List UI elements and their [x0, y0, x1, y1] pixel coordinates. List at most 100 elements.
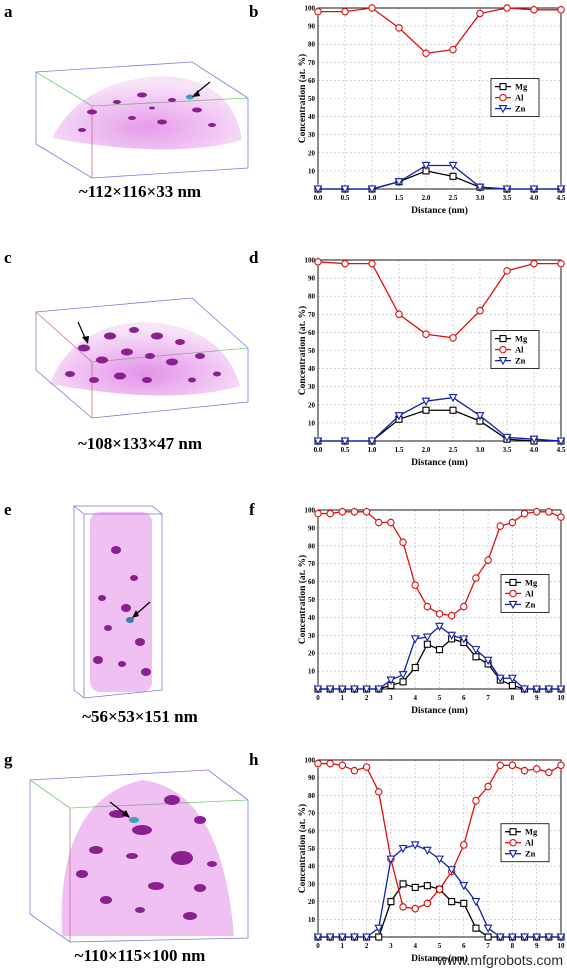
legend-marker-al [499, 345, 507, 354]
data-point-al [411, 904, 419, 913]
data-point-zn [544, 685, 554, 694]
data-point-al [399, 538, 407, 546]
panel-letter-f: f [249, 500, 255, 519]
panel-letter-g: g [4, 750, 13, 769]
data-point-zn [556, 933, 566, 942]
x-tick-label: 7 [486, 694, 490, 702]
data-point-zn [448, 394, 458, 403]
y-tick-label: 20 [308, 149, 316, 157]
y-tick-label: 90 [308, 524, 316, 532]
data-point-al [472, 796, 480, 805]
legend-label-al: Al [515, 345, 524, 355]
data-point-zn [313, 185, 323, 194]
y-tick-label: 80 [308, 792, 316, 800]
y-tick-label: 100 [305, 757, 316, 765]
y-tick-label: 40 [308, 113, 316, 121]
data-point-al [399, 903, 407, 911]
data-point-mg [375, 933, 383, 941]
y-tick-label: 70 [308, 59, 316, 67]
data-point-mg [422, 406, 430, 414]
legend-label-zn: Zn [515, 356, 526, 366]
x-tick-label: 2.0 [422, 446, 431, 454]
data-point-zn [475, 412, 485, 421]
legend-label-mg: Mg [515, 334, 528, 344]
x-tick-label: 1 [341, 694, 345, 702]
data-point-zn [386, 855, 396, 864]
y-tick-label: 20 [308, 401, 316, 409]
apt-reconstruction-e [73, 505, 163, 699]
data-point-al [341, 7, 349, 16]
legend-label-zn: Zn [525, 599, 536, 609]
y-tick-label: 100 [305, 507, 316, 515]
y-tick-label: 90 [308, 774, 316, 782]
y-tick-label: 30 [308, 131, 316, 139]
y-tick-label: 90 [308, 275, 316, 283]
data-point-mg [399, 880, 407, 888]
data-point-al [435, 885, 444, 893]
dims-caption-c: ~108×133×47 nm [77, 434, 203, 453]
x-tick-label: 0 [316, 942, 320, 950]
legend-label-mg: Mg [525, 827, 538, 837]
data-point-mg [448, 898, 456, 906]
data-point-al [520, 766, 529, 775]
data-point-zn [495, 933, 505, 942]
data-point-al [503, 4, 511, 12]
y-axis-label: Concentration (at. %) [297, 306, 308, 395]
x-tick-label: 3.0 [476, 194, 485, 202]
data-point-al [460, 602, 468, 611]
panel-letter-c: c [4, 248, 12, 267]
concentration-chart-h: 0 1 2 3 4 5 6 7 8 9 10 10 20 30 40 50 60 70 80 90 100 Distanc… [297, 757, 566, 964]
data-point-mg [472, 653, 480, 661]
y-tick-label: 80 [308, 542, 316, 550]
y-tick-label: 80 [308, 41, 316, 49]
x-tick-label: 1.5 [395, 194, 404, 202]
x-axis-label: Distance (nm) [411, 457, 468, 468]
y-tick-label: 60 [308, 77, 316, 85]
data-point-al [341, 259, 349, 268]
y-tick-label: 10 [308, 419, 316, 427]
dims-caption-a: ~112×116×33 nm [78, 182, 202, 201]
data-point-zn [394, 178, 404, 187]
data-point-al [326, 759, 334, 768]
x-tick-label: 8 [511, 694, 515, 702]
data-point-zn [483, 924, 493, 933]
series-line-al [317, 261, 561, 339]
data-point-al [362, 508, 371, 516]
data-point-zn [520, 685, 529, 694]
x-axis-label: Distance (nm) [411, 205, 468, 216]
data-point-al [557, 513, 565, 521]
y-tick-label: 50 [308, 845, 316, 853]
x-tick-label: 3.5 [503, 194, 512, 202]
x-axis-label: Distance (nm) [411, 953, 468, 964]
y-tick-label: 80 [308, 293, 316, 301]
legend-label-al: Al [525, 588, 534, 598]
y-tick-label: 50 [308, 95, 316, 103]
data-point-zn [350, 685, 359, 694]
data-point-zn [556, 185, 566, 194]
y-axis-label: Concentration (at. %) [297, 54, 308, 143]
data-point-zn [410, 841, 420, 850]
x-tick-label: 1 [341, 942, 345, 950]
x-tick-label: 8 [511, 942, 515, 950]
data-point-al [350, 508, 359, 516]
data-point-zn [459, 882, 469, 891]
apt-reconstruction-c [35, 297, 249, 419]
dims-caption-g: ~110×115×100 nm [74, 946, 206, 965]
data-point-al [314, 258, 322, 266]
data-point-zn [556, 685, 566, 694]
data-point-zn [495, 674, 505, 683]
x-tick-label: 2 [365, 942, 369, 950]
legend-label-mg: Mg [515, 82, 528, 92]
data-point-al [496, 522, 505, 530]
x-tick-label: 9 [535, 694, 539, 702]
legend-marker-al [499, 93, 507, 102]
data-point-al [557, 761, 565, 770]
data-point-zn [448, 161, 458, 171]
legend-marker-mg [499, 335, 507, 343]
data-point-al [472, 574, 480, 582]
y-tick-label: 30 [308, 880, 316, 888]
x-tick-label: 7 [486, 942, 490, 950]
x-tick-label: 5 [438, 694, 442, 702]
data-point-zn [337, 685, 347, 694]
x-tick-label: 6 [462, 694, 466, 702]
